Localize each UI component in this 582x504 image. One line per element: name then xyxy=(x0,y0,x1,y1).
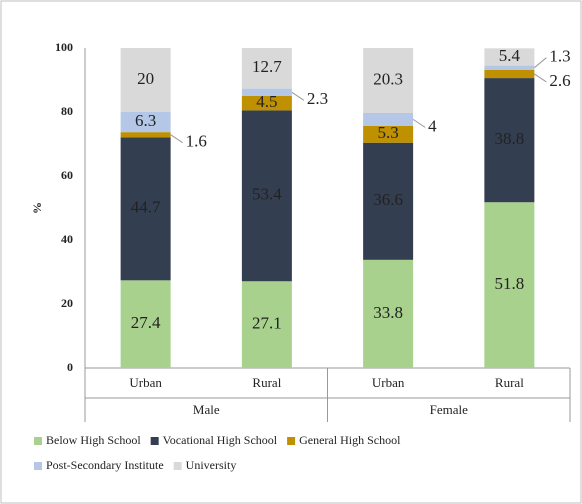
legend-swatch xyxy=(34,437,42,445)
bar-segment xyxy=(241,281,292,368)
leader-line xyxy=(170,134,183,144)
legend-swatch xyxy=(173,462,182,470)
bar-segment xyxy=(484,48,535,66)
legend-label: University xyxy=(186,458,237,472)
data-label: 2.6 xyxy=(549,71,570,90)
data-label: 1.3 xyxy=(549,47,570,66)
data-label: 53.4 xyxy=(252,185,282,204)
x-tick-label: Rural xyxy=(495,375,524,390)
y-axis-label: % xyxy=(30,202,44,214)
bar-segment xyxy=(241,110,292,282)
data-label: 4 xyxy=(428,116,437,135)
bar-segment xyxy=(120,48,171,112)
bar-segment xyxy=(363,142,414,260)
data-label: 27.1 xyxy=(252,314,282,333)
data-label: 27.4 xyxy=(131,313,161,332)
group-label: Female xyxy=(430,402,468,417)
legend-label: Below High School xyxy=(46,433,141,447)
y-tick-label: 40 xyxy=(61,232,73,246)
data-label: 12.7 xyxy=(252,57,282,76)
group-label: Male xyxy=(193,402,220,417)
data-label: 1.6 xyxy=(186,132,207,151)
bar-segment xyxy=(120,137,171,281)
data-label: 20 xyxy=(137,69,154,88)
bar-segment xyxy=(484,78,535,203)
data-label: 5.4 xyxy=(499,46,521,65)
y-tick-label: 80 xyxy=(61,104,73,118)
data-label: 33.8 xyxy=(373,303,403,322)
data-label: 2.3 xyxy=(307,89,328,108)
data-label: 44.7 xyxy=(131,198,161,217)
y-tick-label: 20 xyxy=(61,296,73,310)
bar-segment xyxy=(484,202,535,368)
bar-segment xyxy=(241,96,292,111)
legend-swatch xyxy=(34,462,42,470)
data-label: 20.3 xyxy=(373,69,403,88)
bar-segment xyxy=(241,88,292,96)
bar-segment xyxy=(241,48,292,89)
legend-label: Vocational High School xyxy=(163,433,278,447)
data-label: 38.8 xyxy=(495,129,525,148)
bar-segment xyxy=(363,48,414,113)
leader-line xyxy=(412,118,426,128)
bar-segment xyxy=(120,112,171,133)
bar-segment xyxy=(484,65,535,70)
bar-segment xyxy=(484,69,535,79)
leader-line xyxy=(534,57,547,69)
y-tick-label: 60 xyxy=(61,168,73,182)
data-label: 51.8 xyxy=(495,274,525,293)
data-label: 4.5 xyxy=(256,92,277,111)
data-label: 6.3 xyxy=(135,111,156,130)
bar-segment xyxy=(363,125,414,143)
x-tick-label: Urban xyxy=(129,375,162,390)
x-tick-label: Urban xyxy=(372,375,405,390)
bar-segment xyxy=(120,280,171,368)
bar-segment xyxy=(120,132,171,138)
y-tick-label: 100 xyxy=(55,40,73,54)
bar-segment xyxy=(363,112,414,126)
legend-label: Post-Secondary Institute xyxy=(46,458,164,472)
x-tick-label: Rural xyxy=(252,375,281,390)
data-label: 36.6 xyxy=(373,190,403,209)
y-tick-label: 0 xyxy=(67,360,73,374)
legend-swatch xyxy=(287,437,296,445)
legend-label: General High School xyxy=(299,433,401,447)
leader-line xyxy=(291,91,305,101)
bar-segment xyxy=(363,259,414,368)
leader-line xyxy=(534,73,547,83)
data-label: 5.3 xyxy=(378,123,399,142)
legend-swatch xyxy=(150,437,159,445)
